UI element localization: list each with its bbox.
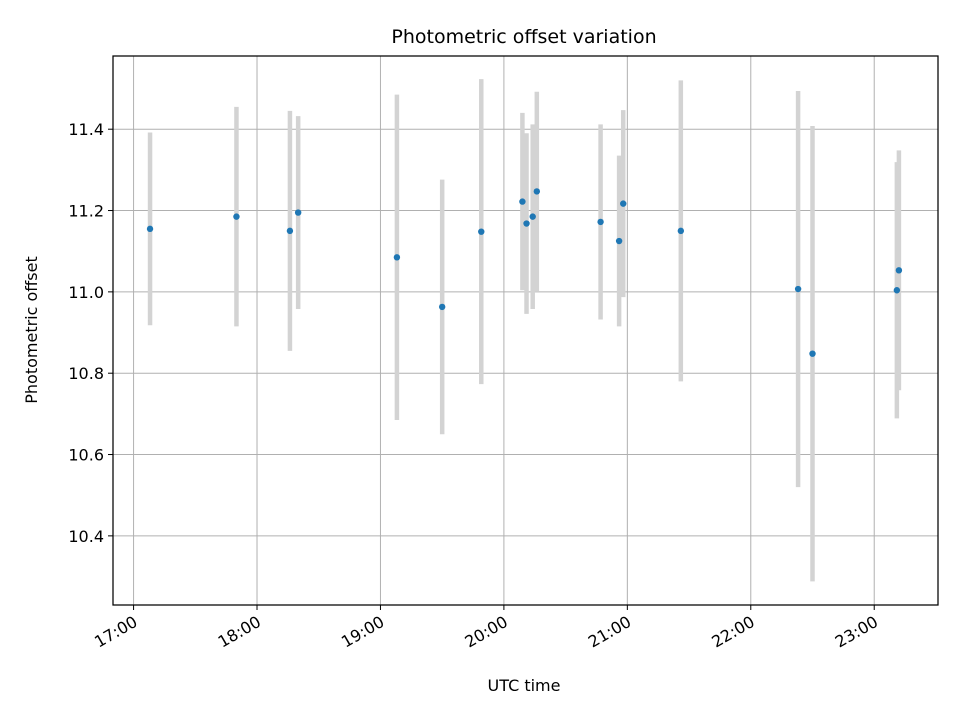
data-point — [597, 218, 604, 226]
data-point — [146, 225, 154, 233]
y-tick-label: 11.2 — [68, 202, 104, 221]
y-tick-label: 10.8 — [68, 364, 104, 383]
data-point — [523, 220, 530, 227]
grid-lines — [113, 56, 938, 605]
data-point — [529, 213, 536, 220]
data-point — [895, 267, 903, 274]
data-points — [146, 188, 903, 357]
data-point — [393, 254, 401, 261]
x-axis-label: UTC time — [488, 676, 561, 695]
data-point — [286, 227, 294, 235]
data-point — [478, 228, 485, 235]
x-tick-label: 19:00 — [338, 612, 387, 652]
data-point — [533, 188, 541, 195]
x-tick-label: 20:00 — [461, 612, 510, 652]
y-tick-label: 10.6 — [68, 446, 104, 465]
x-tick-label: 17:00 — [91, 612, 140, 652]
data-point — [294, 209, 302, 216]
y-axis-ticks: 10.4 10.6 10.8 11.0 11.2 11.4 — [68, 120, 113, 546]
x-tick-label: 23:00 — [832, 612, 881, 652]
y-tick-label: 10.4 — [68, 527, 104, 546]
data-point — [615, 237, 623, 245]
data-point — [438, 303, 446, 311]
data-point — [893, 287, 901, 294]
error-bars — [147, 79, 902, 582]
data-point — [620, 200, 627, 207]
x-tick-label: 18:00 — [215, 612, 264, 652]
data-point — [519, 198, 526, 205]
y-tick-label: 11.4 — [68, 120, 104, 139]
data-point — [233, 213, 240, 220]
chart-title: Photometric offset variation — [391, 26, 656, 48]
y-tick-label: 11.0 — [68, 283, 104, 302]
data-point — [677, 227, 685, 235]
y-axis-label: Photometric offset — [22, 256, 41, 404]
x-axis-ticks: 17:00 18:00 19:00 20:00 21:00 22:00 23:00 — [91, 605, 881, 652]
x-tick-label: 21:00 — [585, 612, 634, 652]
data-point — [809, 350, 816, 357]
x-tick-label: 22:00 — [708, 612, 757, 652]
plot-frame — [112, 55, 939, 606]
data-point — [794, 285, 802, 293]
